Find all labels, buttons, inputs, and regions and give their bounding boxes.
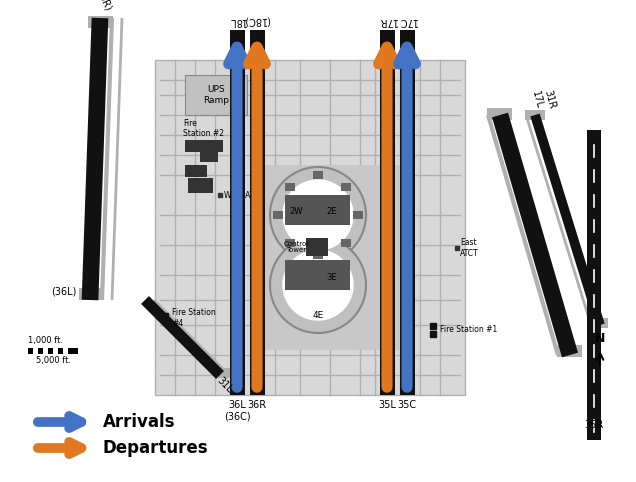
Text: 31R: 31R <box>543 89 557 110</box>
Text: 4E: 4E <box>312 311 324 321</box>
Bar <box>306 238 328 256</box>
Bar <box>255 165 410 350</box>
Bar <box>63 348 68 354</box>
Bar <box>185 140 223 152</box>
Text: East
ATCT: East ATCT <box>460 238 479 258</box>
Text: 18L: 18L <box>228 16 246 26</box>
Polygon shape <box>283 250 353 320</box>
Text: West ATCT: West ATCT <box>224 190 264 200</box>
Bar <box>342 183 351 191</box>
Bar <box>79 288 104 300</box>
Text: Departures: Departures <box>103 439 209 457</box>
Text: Arrivals: Arrivals <box>103 413 176 431</box>
Bar <box>273 211 283 219</box>
Bar <box>353 211 363 219</box>
Bar <box>487 108 512 120</box>
Bar <box>590 318 608 328</box>
Bar <box>285 239 294 247</box>
Text: Fire Station
#4: Fire Station #4 <box>172 308 216 328</box>
Bar <box>218 368 238 378</box>
Bar <box>58 348 63 354</box>
Bar <box>43 348 48 354</box>
Bar <box>185 75 247 115</box>
Text: 36L
(36C): 36L (36C) <box>224 400 251 422</box>
Bar <box>28 348 33 354</box>
Text: 35C: 35C <box>398 400 417 410</box>
Bar <box>313 251 323 259</box>
Text: UPS
Ramp: UPS Ramp <box>203 85 229 105</box>
Bar <box>188 178 213 193</box>
Bar <box>525 110 545 120</box>
Polygon shape <box>270 167 366 263</box>
Text: Fire
Station #2: Fire Station #2 <box>183 119 224 138</box>
Text: 3E: 3E <box>327 273 337 282</box>
Text: Fire Station #1: Fire Station #1 <box>440 325 497 335</box>
Bar <box>155 60 465 395</box>
Text: 35L: 35L <box>378 400 396 410</box>
Bar <box>200 152 218 162</box>
Bar <box>185 165 207 177</box>
Text: 17L: 17L <box>530 90 544 110</box>
Bar <box>250 30 265 395</box>
Text: 2E: 2E <box>327 207 337 216</box>
Bar <box>48 348 53 354</box>
Bar <box>557 345 582 357</box>
Bar <box>380 30 395 395</box>
Bar <box>68 348 73 354</box>
Text: 31L: 31L <box>215 375 235 395</box>
Bar <box>285 183 294 191</box>
Text: N: N <box>595 332 605 345</box>
Bar <box>285 260 350 290</box>
Text: (18R): (18R) <box>93 0 113 12</box>
Bar <box>33 348 38 354</box>
Text: 17C: 17C <box>398 16 417 26</box>
Text: 5,000 ft.: 5,000 ft. <box>36 356 71 365</box>
Bar <box>400 30 415 395</box>
Bar <box>587 130 601 440</box>
Text: (36L): (36L) <box>51 287 76 297</box>
Bar <box>88 16 113 28</box>
Polygon shape <box>283 180 353 250</box>
Bar <box>73 348 78 354</box>
Text: (18C): (18C) <box>244 16 270 26</box>
Text: 2W: 2W <box>289 207 303 216</box>
Bar <box>342 239 351 247</box>
Bar <box>53 348 58 354</box>
Polygon shape <box>270 237 366 333</box>
Bar <box>285 195 350 225</box>
Text: Control
Tower: Control Tower <box>284 241 308 254</box>
Bar <box>313 171 323 179</box>
Text: 35R: 35R <box>584 420 604 430</box>
Text: 1,000 ft.: 1,000 ft. <box>28 336 63 345</box>
Text: 17R: 17R <box>377 16 397 26</box>
Text: 36R: 36R <box>247 400 266 410</box>
Bar <box>38 348 43 354</box>
Bar <box>230 30 245 395</box>
